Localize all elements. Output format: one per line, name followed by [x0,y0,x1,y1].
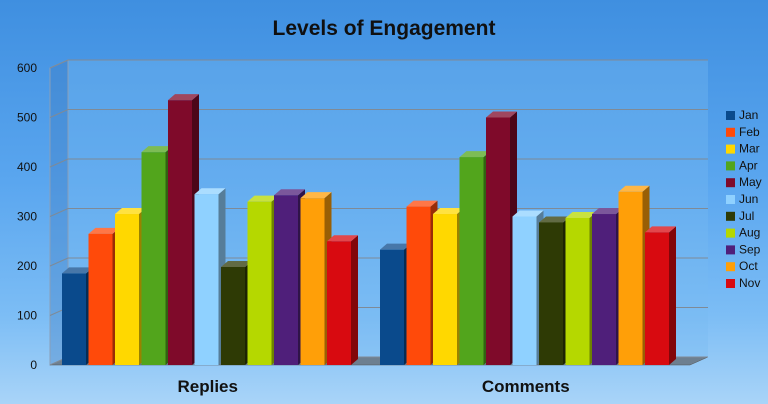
bar-top [62,267,93,274]
bar-top [459,151,491,158]
bar-aug-replies [247,201,272,365]
bar-top [380,243,411,250]
legend-swatch [726,262,735,272]
bar-may-comments [486,117,510,365]
bar-top [565,211,597,218]
y-tick-label: 0 [30,358,37,372]
legend-label: Apr [739,158,758,172]
legend-label: Aug [739,226,760,240]
bar-top [221,260,252,267]
bar-nov-comments [645,232,669,365]
bar-top [247,195,279,202]
legend-label: Oct [739,259,758,273]
bar-top [486,111,517,118]
bar-top [539,216,570,223]
bar-top [327,235,358,242]
bar-feb-comments [406,206,431,365]
legend-label: Sep [739,242,761,256]
legend-swatch [726,144,735,154]
legend-label: Jan [739,108,758,122]
legend-swatch [726,178,735,188]
bar-top [406,200,438,207]
legend-swatch [726,127,735,137]
x-category-label: Replies [178,377,238,396]
y-tick-label: 600 [17,61,37,75]
legend-swatch [726,245,735,255]
y-tick-label: 400 [17,160,37,174]
bar-jul-replies [221,266,245,365]
y-tick-label: 100 [17,309,37,323]
bar-top [618,185,650,192]
bar-top [300,192,332,199]
legend-label: Feb [739,125,760,139]
bar-jan-comments [380,249,404,365]
legend-label: Mar [739,142,760,156]
bar-jan-replies [62,273,86,365]
bar-nov-replies [327,241,351,365]
bar-side [351,235,358,365]
bar-top [433,208,464,215]
legend-label: Jul [739,209,754,223]
bar-aug-comments [565,217,590,365]
y-gridline [49,59,708,69]
bar-sep-comments [592,214,616,365]
bar-side [669,226,676,365]
legend-swatch [726,195,735,204]
y-tick-label: 500 [17,111,37,125]
legend-swatch [726,211,735,221]
x-category-label: Comments [482,377,570,396]
bar-top [645,226,676,233]
bar-top [194,188,226,195]
bar-oct-comments [618,191,643,365]
bar-mar-comments [433,214,457,365]
y-tick-label: 200 [17,259,37,273]
bar-may-replies [168,100,192,366]
bar-feb-replies [88,233,113,365]
legend-label: Nov [739,276,760,290]
bar-top [115,208,146,215]
bar-top [592,208,623,215]
bar-jun-replies [194,194,219,365]
bar-mar-replies [115,214,139,365]
bar-apr-comments [459,157,484,365]
bar-top [168,94,199,101]
bar-oct-replies [300,198,325,365]
bar-apr-replies [141,152,166,365]
bar-jun-comments [512,216,537,365]
legend-label: Jun [739,192,758,206]
bar-jul-comments [539,222,563,365]
y-tick-label: 300 [17,210,37,224]
legend-swatch [726,111,735,120]
chart-title: Levels of Engagement [272,17,496,40]
legend-swatch [726,161,735,171]
bar-top [141,146,173,153]
y-gridline [49,109,708,118]
legend-swatch [726,279,735,288]
legend-label: May [739,175,762,189]
bar-top [512,210,544,217]
legend-swatch [726,228,735,238]
bar-sep-replies [274,195,298,365]
bar-top [274,189,305,196]
bar-top [88,227,120,234]
